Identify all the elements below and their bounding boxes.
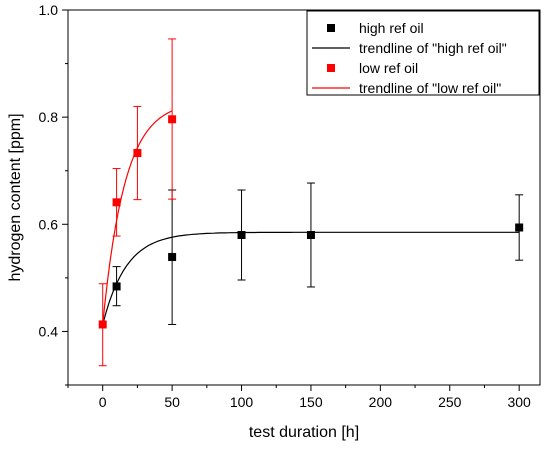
data-point [112, 198, 121, 207]
legend-label: low ref oil [359, 60, 418, 76]
legend: high ref oil trendline of "high ref oil" l… [306, 10, 540, 96]
y-tick-label: 0.8 [39, 109, 59, 125]
legend-label: trendline of "low ref oil" [359, 80, 501, 96]
data-point [98, 320, 107, 329]
x-tick-label: 100 [230, 394, 254, 410]
y-axis-title: hydrogen content [ppm] [7, 113, 24, 281]
legend-label: trendline of "high ref oil" [359, 40, 507, 56]
point-layer [98, 115, 524, 329]
y-tick-label: 1.0 [39, 2, 59, 18]
legend-marker [327, 64, 335, 72]
y-tick-label: 0.6 [39, 216, 59, 232]
x-tick-label: 50 [164, 394, 180, 410]
x-axis-title: test duration [h] [249, 424, 359, 441]
x-tick-label: 300 [507, 394, 531, 410]
legend-marker [327, 24, 335, 32]
data-point [306, 231, 315, 239]
data-point [133, 149, 142, 158]
legend-label: high ref oil [359, 20, 424, 36]
data-point [168, 252, 177, 261]
data-point [112, 282, 121, 291]
data-point [168, 115, 177, 124]
data-point [515, 223, 524, 232]
x-tick-label: 200 [369, 394, 393, 410]
y-tick-label: 0.4 [39, 323, 59, 339]
legend-box [306, 10, 540, 96]
data-point [237, 231, 246, 239]
axis-layer: 0 50 100 150 200 250 300 0.4 0.6 0.8 1.0 [39, 2, 532, 410]
x-tick-label: 250 [438, 394, 462, 410]
x-tick-label: 150 [299, 394, 323, 410]
plot-frame [67, 9, 541, 386]
x-tick-label: 0 [99, 394, 107, 410]
